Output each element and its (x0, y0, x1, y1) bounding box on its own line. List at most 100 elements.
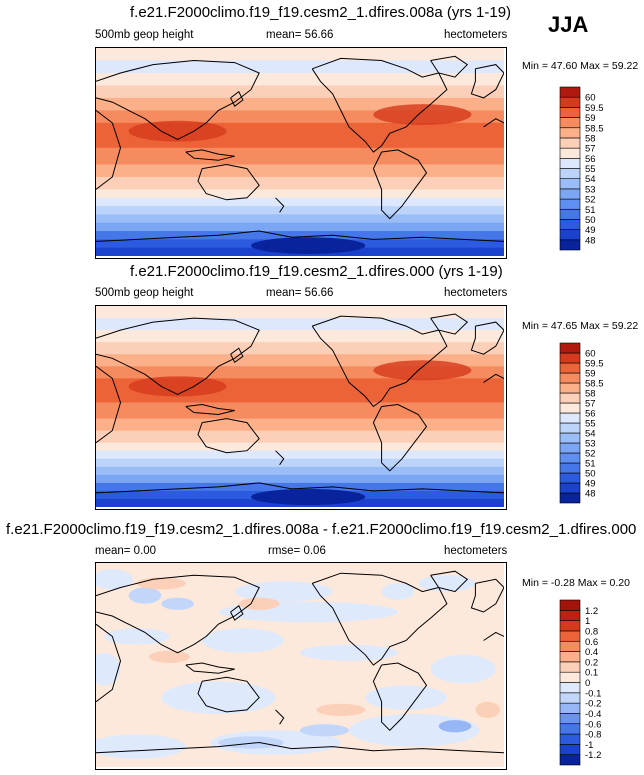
colorbar-tick-label: 53 (585, 184, 596, 195)
field-max-atlantic (373, 360, 472, 381)
colorbar-swatch-10 (559, 137, 581, 149)
colorbar-swatch-5 (559, 702, 581, 714)
field-band-11 (96, 197, 504, 207)
panel-1-map (95, 47, 507, 259)
field-band-14 (96, 222, 504, 232)
colorbar-swatch-15 (559, 599, 581, 611)
coastlines (96, 55, 504, 242)
panel-3-colorbar: -1.2 -1 -0.8 -0.6 -0.4 -0.2 -0.1 0 0.1 0.2 0.4 0.6 0… (559, 599, 640, 766)
colorbar-tick-label: -1 (585, 740, 593, 751)
anomaly-neg-6 (104, 628, 170, 645)
field-band-12 (96, 458, 504, 468)
field-band-2 (96, 72, 504, 86)
colorbar-tick-label: -0.4 (585, 709, 601, 720)
coastline-0 (311, 572, 448, 666)
colorbar-tick-label: 48 (585, 489, 596, 500)
colorbar-tick-label: -0.2 (585, 699, 601, 710)
colorbar-tick-label: 52 (585, 195, 596, 206)
field-band-7 (96, 402, 504, 420)
panel-3-mean-label: mean= 0.00 (95, 545, 157, 557)
field-bands (96, 306, 504, 507)
coastline-0 (311, 315, 448, 408)
colorbar-tick-label: 56 (585, 409, 596, 420)
colorbar-tick-label: -1.2 (585, 750, 601, 761)
coastline-3 (470, 64, 504, 99)
coastline-2 (430, 313, 469, 335)
coastline-2 (430, 55, 469, 78)
anomaly-pos-0 (136, 577, 186, 590)
coastline-5 (483, 118, 504, 128)
colorbar-swatch-14 (559, 96, 581, 108)
colorbar-swatch-5 (559, 188, 581, 200)
colorbar-swatch-11 (559, 382, 581, 394)
colorbar-tick-label: 53 (585, 439, 596, 450)
colorbar-swatch-1 (559, 482, 581, 494)
colorbar-swatch-9 (559, 402, 581, 414)
panel-3-map (95, 562, 507, 770)
colorbar-tick-label: 1.2 (585, 606, 598, 617)
panel-1-units-label: hectometers (444, 29, 508, 41)
anomaly-neg-0 (96, 569, 133, 590)
colorbar-tick-label: 0.4 (585, 647, 598, 658)
colorbar-tick-label: 0.1 (585, 668, 598, 679)
colorbar-swatch-13 (559, 107, 581, 118)
panel-1-colorbar: 48 49 50 51 52 53 54 55 56 57 58 58.5 59 59.5 60 (559, 86, 640, 251)
field-band-0 (96, 48, 504, 61)
field-band-9 (96, 176, 504, 190)
coastline-5 (483, 631, 504, 641)
coastline-9 (197, 676, 260, 713)
panel-1-variable-label: 500mb geop height (95, 29, 194, 41)
colorbar-tick-label: 51 (585, 459, 596, 470)
colorbar-tick-label: 50 (585, 469, 596, 480)
colorbar-swatch-6 (559, 178, 581, 190)
field-band-13 (96, 466, 504, 476)
colorbar-swatch-12 (559, 372, 581, 384)
anomaly-neg-12 (365, 685, 447, 710)
colorbar-tick-label: -0.1 (585, 688, 601, 699)
field-max-atlantic (373, 104, 472, 125)
field-max-asia (128, 120, 227, 142)
colorbar-tick-label: 59 (585, 113, 596, 124)
anomaly-neg-2 (234, 581, 333, 602)
field-band-3 (96, 342, 504, 355)
colorbar-tick-label: 59.5 (585, 359, 604, 370)
anomaly-neg-1 (128, 587, 162, 604)
panel-3-minmax: Min = -0.28 Max = 0.20 (522, 577, 630, 589)
colorbar-tick-label: 1 (585, 616, 590, 627)
colorbar-swatch-12 (559, 630, 581, 642)
colorbar-tick-label: -0.6 (585, 719, 601, 730)
anomaly-pos-4 (475, 701, 500, 719)
colorbar-swatch-7 (559, 682, 581, 694)
colorbar-tick-label: 57 (585, 144, 596, 155)
field-band-13 (96, 214, 504, 224)
colorbar-tick-label: 60 (585, 93, 596, 104)
colorbar-swatch-9 (559, 661, 581, 673)
field-band-8 (96, 164, 504, 178)
coastline-7 (230, 605, 244, 621)
colorbar-tick-label: 48 (585, 235, 596, 246)
coastline-11 (96, 230, 504, 242)
coastline-1 (372, 149, 428, 220)
coastline-4 (96, 623, 122, 703)
colorbar-swatch-1 (559, 744, 581, 755)
panel-3-units-label: hectometers (444, 545, 508, 557)
panel-2-title: f.e21.F2000climo.f19_f19.cesm2_1.dfires.… (130, 263, 503, 280)
field-band-14 (96, 474, 504, 484)
anomaly-neg-18 (161, 597, 194, 610)
colorbar-tick-label: 55 (585, 419, 596, 430)
colorbar-swatch-0 (559, 239, 581, 251)
colorbar-swatch-8 (559, 412, 581, 424)
colorbar-tick-label: 54 (585, 174, 596, 185)
colorbar-swatch-15 (559, 86, 581, 98)
anomaly-neg-17 (218, 736, 284, 749)
anomaly-neg-16 (438, 720, 472, 733)
panel-2-units-label: hectometers (444, 287, 508, 299)
panel-3-rmse-label: rmse= 0.06 (268, 545, 326, 557)
anomaly-neg-9 (96, 652, 121, 686)
coastline-10 (275, 709, 285, 725)
colorbar-swatch-2 (559, 733, 581, 745)
coastline-1 (372, 403, 428, 472)
coastline-11 (96, 482, 504, 494)
field-band-11 (96, 450, 504, 460)
colorbar-swatch-4 (559, 452, 581, 464)
